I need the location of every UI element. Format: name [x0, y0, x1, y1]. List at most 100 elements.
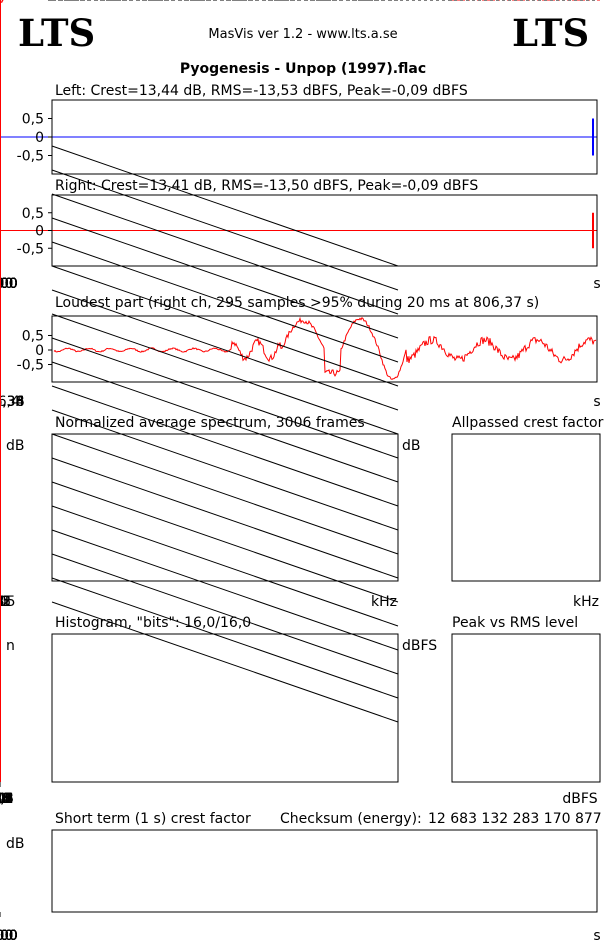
allpassed-xunit: kHz [573, 594, 599, 610]
time-xtick-label: 2800 [0, 276, 18, 292]
loudest-xunit: s [593, 394, 600, 410]
spectrum-slope-line [51, 577, 399, 699]
right-ytick-label: 0 [35, 224, 44, 240]
spectrum-slope-line [51, 457, 399, 579]
logo-right: LTS [512, 11, 589, 55]
peakrms-xtick-label: -40 [0, 791, 11, 807]
allpassed-ytick-label: 20 [422, 0, 440, 4]
allpassed-xtick-label: 1 [0, 594, 4, 610]
peakrms-crest-label: 40 [0, 0, 17, 4]
histogram-xtick-label: -0,4 [0, 791, 14, 807]
spectrum-frame [51, 433, 399, 582]
spectrum-ytick-label: -80 [23, 0, 46, 4]
histogram-xtick-label: 0,4 [0, 791, 11, 807]
loudest-xtick-label: 806,34 [0, 394, 25, 410]
peakrms-xtick-label: -20 [0, 791, 11, 807]
peakrms-frame [451, 633, 601, 783]
shortcrest-xtick-label: 1400 [0, 928, 18, 944]
spectrum-xunit: kHz [371, 594, 397, 610]
loudest-xtick-label: 806,36 [0, 394, 25, 410]
shortcrest-xtick-label: 1800 [0, 928, 18, 944]
loudest-ytick-label: 0,5 [22, 328, 44, 344]
right-title: Right: Crest=13,41 dB, RMS=-13,50 dBFS, … [55, 178, 478, 194]
peakrms-ytick-label: -20 [423, 0, 446, 4]
histogram-ylabel: n [6, 638, 15, 654]
shortcrest-ytick-label: 10 [26, 0, 44, 4]
shortcrest-xtick-label: 200 [0, 928, 13, 944]
spectrum-ytick-label: -60 [23, 0, 46, 4]
time-xtick-label: 2200 [0, 276, 18, 292]
time-xtick-label: 1200 [0, 276, 18, 292]
peakrms-crest-label: 10 [0, 0, 17, 4]
peakrms-ytick-label: -30 [423, 0, 446, 4]
shortcrest-xtick-label: 1000 [0, 928, 18, 944]
spectrum-xtick-label: 0,1 [0, 594, 11, 610]
histogram-xtick-label: 1 [0, 791, 4, 807]
loudest-line [53, 316, 597, 380]
loudest-ytick-label: 0 [35, 343, 44, 359]
left-ytick-label: -0,5 [17, 149, 44, 165]
histogram-xtick-label: -0,2 [0, 791, 14, 807]
right-ytick-label: -0,5 [17, 241, 44, 257]
spectrum-ylabel: dB [6, 438, 25, 454]
spectrum-xtick-label: 4 [0, 594, 5, 610]
spectrum-slope-line [51, 313, 399, 435]
shortcrest-xunit: s [593, 928, 600, 944]
spectrum-xtick-label: 0,5 [0, 594, 11, 610]
shortcrest-ylabel: dB [6, 836, 25, 852]
peakrms-xunit: dBFS [562, 791, 597, 807]
spectrum-slope-line [51, 361, 399, 483]
spectrum-xtick-label: 3 [0, 594, 4, 610]
shortcrest-frame [51, 829, 598, 913]
allpassed-title: Allpassed crest factor [452, 415, 604, 431]
allpassed-ylabel: dB [402, 438, 421, 454]
allpassed-ytick-label: 5 [431, 0, 440, 4]
shortcrest-xtick-label: 2600 [0, 928, 18, 944]
app-version: MasVis ver 1.2 - www.lts.a.se [208, 27, 397, 42]
allpassed-ytick-label: 15 [422, 0, 440, 4]
spectrum-slope-line [51, 505, 399, 627]
loudest-xtick-label: 806,4 [0, 394, 20, 410]
left-ytick-label: 0 [35, 130, 44, 146]
shortcrest-xtick-label: 400 [0, 928, 13, 944]
histogram-xtick-label: 0,8 [0, 791, 11, 807]
spectrum-slope-line [51, 529, 399, 651]
spectrum-xtick-label: 0,2 [0, 594, 11, 610]
checksum-label: Checksum (energy): [280, 811, 422, 827]
file-title: Pyogenesis - Unpop (1997).flac [180, 61, 426, 77]
spectrum-xtick-label: 2 [0, 594, 4, 610]
peakrms-crest-label: 0 dB [0, 0, 30, 4]
spectrum-title: Normalized average spectrum, 3006 frames [55, 415, 365, 431]
peak-rms-title: Peak vs RMS level [452, 615, 578, 631]
spectrum-slope-line [51, 289, 399, 411]
left-title: Left: Crest=13,44 dB, RMS=-13,53 dBFS, P… [55, 83, 468, 99]
shortcrest-xtick-label: 2400 [0, 928, 18, 944]
spectrum-ytick-label: -40 [23, 0, 46, 4]
time-xtick-label: 800 [0, 276, 13, 292]
peakrms-crest-label: 20 [0, 0, 17, 4]
time-xtick-label: 2600 [0, 276, 18, 292]
allpassed-frame [451, 433, 601, 582]
time-xtick-label: 200 [0, 276, 13, 292]
shortcrest-xtick-label: 800 [0, 928, 13, 944]
allpassed-xtick-label: 0,1 [0, 594, 11, 610]
peakrms-ytick-label: -40 [423, 0, 446, 4]
peakrms-xtick-label: -30 [0, 791, 11, 807]
peakrms-ylabel: dBFS [402, 638, 437, 654]
spectrum-ytick-label: -70 [23, 0, 46, 4]
time-xtick-label: 600 [0, 276, 13, 292]
allpassed-xtick-label: 2 [0, 594, 4, 610]
allpassed-ytick-label: 10 [422, 0, 440, 4]
spectrum-slope-line [51, 601, 399, 723]
histogram-xtick-label: -0,8 [0, 791, 14, 807]
histogram-ytick-label: 1000 [8, 0, 44, 4]
time-unit: s [593, 276, 600, 292]
histogram-xtick-label: -1 [0, 791, 7, 807]
time-xtick-label: 1600 [0, 276, 18, 292]
logo-left: LTS [18, 11, 95, 55]
histogram-ytick-label: 10 [26, 0, 44, 4]
spectrum-slope-line [51, 169, 399, 291]
left-ytick-label: 0,5 [22, 112, 44, 128]
time-xtick-label: 400 [0, 276, 13, 292]
